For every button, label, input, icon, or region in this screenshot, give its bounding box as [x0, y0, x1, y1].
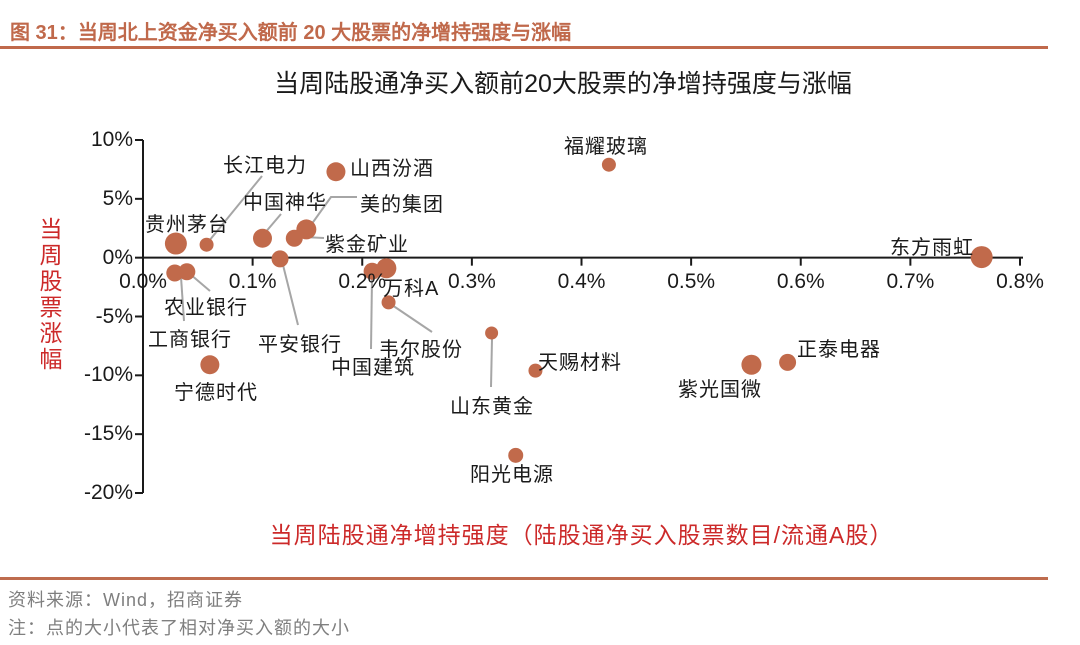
leader-line	[208, 175, 263, 242]
leader-line	[391, 304, 433, 333]
scatter-point	[779, 353, 797, 371]
figure-header: 图 31：当周北上资金净买入额前 20 大股票的净增持强度与涨幅	[10, 16, 571, 45]
scatter-point	[285, 229, 303, 247]
scatter-point	[381, 295, 396, 310]
footer-divider	[0, 577, 1048, 580]
scatter-point	[200, 355, 220, 375]
size-note: 注：点的大小代表了相对净买入额的大小	[8, 618, 350, 638]
scatter-point	[601, 157, 616, 172]
scatter-point	[164, 232, 187, 255]
scatter-point	[271, 250, 289, 268]
scatter-point	[252, 228, 272, 248]
scatter-point	[376, 258, 397, 279]
x-axis-label: 当周陆股通净增持强度（陆股通净买入股票数目/流通A股）	[269, 522, 894, 548]
leader-line	[180, 276, 185, 322]
figure-number: 图 31：	[10, 22, 78, 44]
y-axis-label: 当周股票涨幅	[36, 217, 62, 373]
scatter-point	[199, 237, 214, 252]
scatter-point	[166, 264, 184, 282]
scatter-point	[528, 363, 543, 378]
scatter-point	[485, 326, 499, 340]
leader-line	[370, 278, 373, 350]
scatter-point	[970, 246, 993, 269]
scatter-point	[508, 447, 524, 463]
header-divider	[0, 46, 1048, 49]
chart-title: 当周陆股通净买入额前20大股票的净增持强度与涨幅	[274, 70, 852, 98]
scatter-point	[363, 262, 381, 280]
leader-line	[490, 338, 493, 388]
leader-line	[282, 264, 299, 326]
scatter-point	[741, 354, 762, 375]
scatter-point	[326, 162, 346, 182]
leader-line	[310, 196, 357, 226]
source-note: 资料来源：Wind，招商证券	[8, 590, 244, 610]
figure-title: 当周北上资金净买入额前 20 大股票的净增持强度与涨幅	[77, 22, 572, 44]
